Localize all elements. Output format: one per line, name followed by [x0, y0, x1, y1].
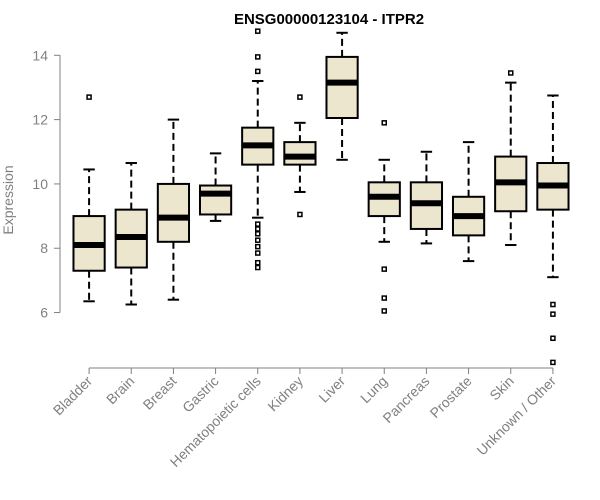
x-tick-label: Unknown / Other — [473, 373, 559, 459]
y-tick-label: 14 — [32, 47, 48, 63]
box-group — [198, 152, 233, 222]
outlier-point — [297, 94, 303, 100]
x-tick-label: Breast — [140, 373, 180, 413]
box-group — [367, 120, 401, 314]
box-series — [72, 28, 570, 366]
box-group — [536, 94, 570, 366]
box-group — [241, 28, 275, 271]
outlier-point — [550, 359, 556, 366]
outlier-point — [381, 266, 387, 272]
y-tick-label: 8 — [40, 240, 48, 256]
y-axis-label: Expression — [0, 165, 16, 234]
box — [283, 141, 317, 166]
x-tick-label: Kidney — [264, 373, 306, 415]
outlier-point — [255, 226, 261, 232]
outlier-point — [255, 243, 261, 250]
x-tick-label: Skin — [486, 373, 517, 404]
x-tick-label: Liver — [315, 373, 348, 406]
outlier-point — [550, 335, 556, 342]
box — [325, 55, 359, 119]
box-group — [409, 150, 444, 245]
outlier-point — [255, 259, 261, 266]
outlier-point — [255, 221, 261, 227]
outlier-point — [381, 295, 387, 301]
box-group — [494, 70, 528, 247]
x-tick-label: Bladder — [50, 373, 96, 419]
outlier-point — [297, 211, 303, 218]
x-tick-label: Brain — [103, 373, 137, 407]
y-tick-label: 10 — [32, 176, 48, 192]
outlier-point — [86, 94, 92, 100]
outlier-point — [508, 70, 514, 76]
outlier-point — [255, 28, 261, 34]
x-tick-label: Pancreas — [379, 373, 432, 426]
box — [198, 184, 233, 216]
box-group — [72, 94, 106, 303]
outlier-point — [255, 54, 261, 60]
chart-title: ENSG00000123104 - ITPR2 — [234, 11, 424, 28]
box-group — [156, 118, 191, 301]
x-tick-label: Lung — [357, 373, 390, 406]
y-tick-label: 6 — [40, 305, 48, 321]
box-group — [325, 31, 359, 161]
box-group — [451, 141, 486, 263]
box-group — [114, 162, 148, 306]
outlier-point — [255, 237, 261, 243]
outlier-point — [381, 120, 387, 126]
outlier-point — [255, 68, 261, 75]
box — [156, 182, 191, 243]
outlier-point — [255, 250, 261, 256]
outlier-point — [255, 264, 261, 271]
outlier-point — [550, 311, 556, 317]
box-group — [283, 94, 317, 218]
y-tick-label: 12 — [32, 112, 48, 128]
x-tick-label: Prostate — [427, 373, 475, 421]
outlier-point — [550, 301, 556, 308]
outlier-point — [255, 231, 261, 237]
outlier-point — [381, 308, 387, 314]
